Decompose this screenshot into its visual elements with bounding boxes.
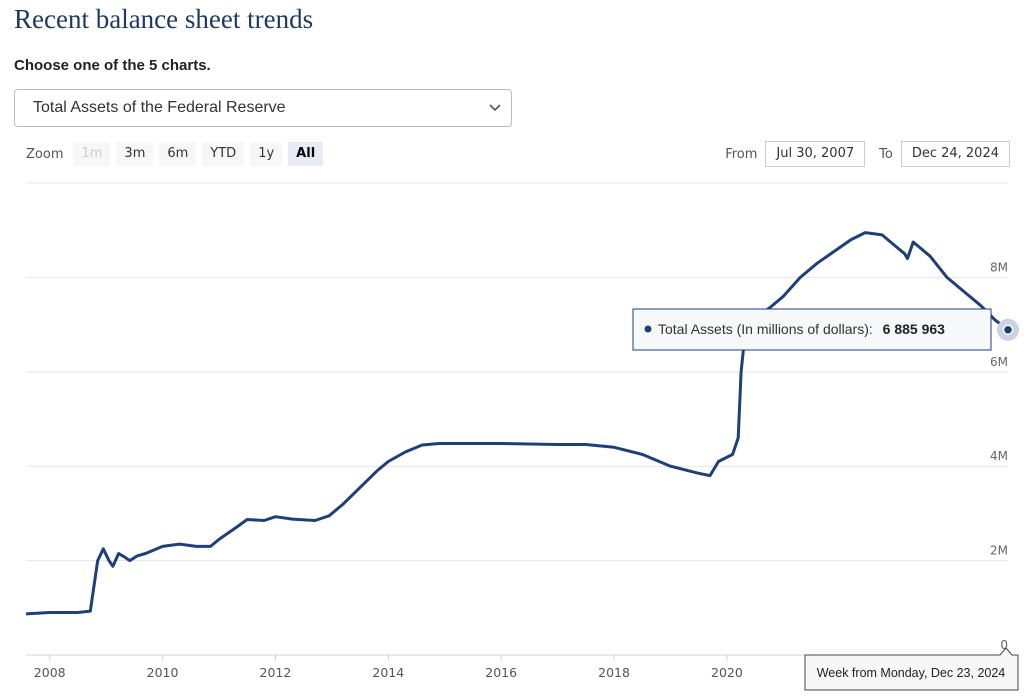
x-tick-label: 2014: [372, 665, 404, 680]
zoom-button-6m[interactable]: 6m: [159, 142, 197, 166]
chart-chooser-label: Choose one of the 5 charts.: [14, 57, 211, 74]
x-tick-label: 2020: [711, 665, 743, 680]
to-date-input[interactable]: Dec 24, 2024: [900, 141, 1010, 167]
tooltip-series-marker: [644, 325, 652, 333]
zoom-button-all[interactable]: All: [288, 142, 324, 166]
tooltip-value: 6 885 963: [883, 321, 945, 337]
to-label: To: [879, 146, 893, 162]
zoom-button-3m[interactable]: 3m: [116, 142, 154, 166]
tooltip-series-label: Total Assets (In millions of dollars):: [658, 321, 873, 337]
series-line-total-assets: [25, 231, 1009, 616]
from-date-input[interactable]: Jul 30, 2007: [765, 141, 866, 167]
from-label: From: [725, 146, 758, 162]
chart-select-value: Total Assets of the Federal Reserve: [33, 99, 286, 116]
zoom-button-ytd[interactable]: YTD: [202, 142, 245, 166]
y-tick-label: 6M: [990, 355, 1008, 369]
date-range-selector: From Jul 30, 2007 To Dec 24, 2024: [725, 141, 1010, 167]
y-axis: 0 2M 4M 6M 8M: [990, 260, 1008, 652]
x-tick-label: 2018: [598, 665, 630, 680]
y-tick-label: 4M: [990, 449, 1008, 463]
y-tick-label: 8M: [990, 260, 1008, 274]
x-tick-label: 2010: [147, 665, 179, 680]
chart-select[interactable]: Total Assets of the Federal Reserve: [14, 89, 512, 127]
chevron-down-icon: [489, 104, 501, 112]
hover-point[interactable]: [1002, 324, 1014, 336]
svg-text:Total Assets (In millions of d: Total Assets (In millions of dollars): 6…: [658, 321, 945, 337]
zoom-controls: Zoom 1m 3m 6m YTD 1y All: [26, 142, 324, 166]
y-tick-label: 2M: [990, 544, 1008, 558]
week-tooltip: Week from Monday, Dec 23, 2024: [804, 647, 1019, 691]
zoom-label: Zoom: [26, 146, 64, 162]
page-title: Recent balance sheet trends: [14, 4, 314, 34]
x-axis: 2008 2010 2012 2014 2016 2018 2020: [34, 655, 743, 680]
x-tick-label: 2016: [485, 665, 517, 680]
series-tooltip: Total Assets (In millions of dollars): 6…: [632, 308, 992, 351]
zoom-button-1y[interactable]: 1y: [250, 142, 283, 166]
x-tick-label: 2008: [34, 665, 66, 680]
x-tick-label: 2012: [260, 665, 292, 680]
zoom-button-1m[interactable]: 1m: [73, 142, 111, 166]
y-tick-label: 0: [1000, 638, 1008, 652]
week-tooltip-label: Week from Monday, Dec 23, 2024: [817, 666, 1006, 680]
grid-lines: [26, 182, 1008, 656]
